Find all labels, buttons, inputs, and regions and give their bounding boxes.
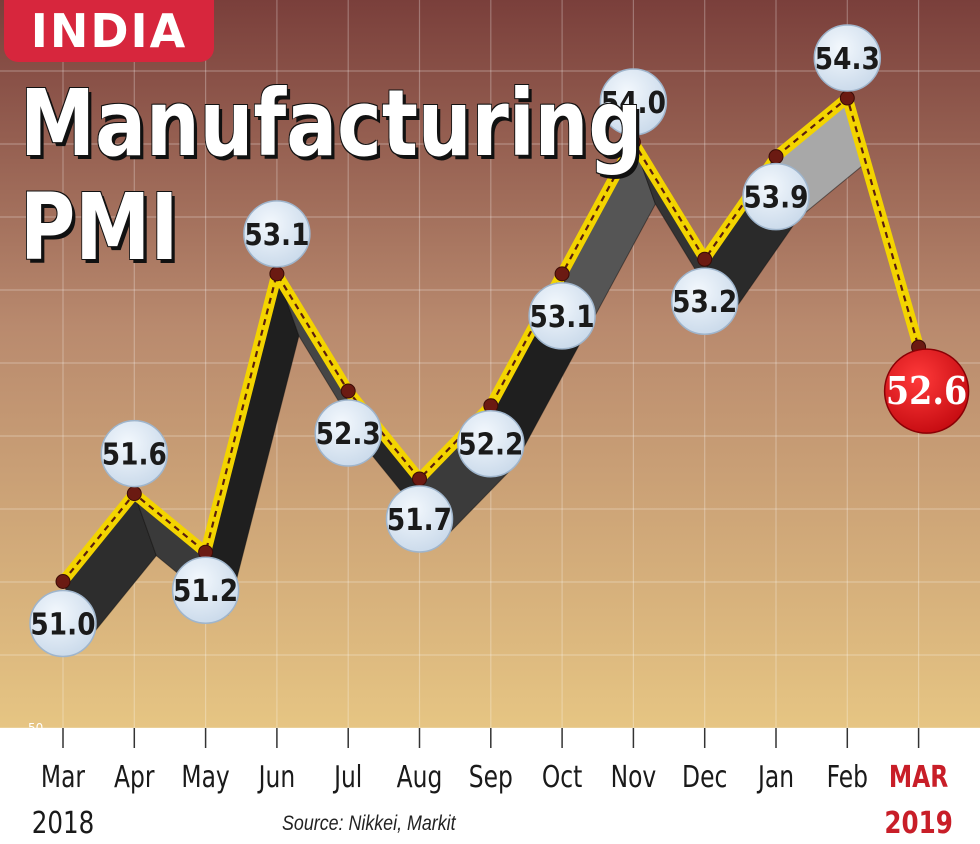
x-tick-label: Nov bbox=[611, 760, 657, 795]
x-tick-label: Aug bbox=[397, 760, 443, 795]
data-label: 51.7 bbox=[387, 502, 452, 537]
x-tick-label: Feb bbox=[827, 760, 868, 795]
x-tick-label: Oct bbox=[542, 760, 582, 795]
value-bubble bbox=[385, 485, 454, 553]
data-point bbox=[340, 383, 356, 399]
chart-title-line1: Manufacturing bbox=[20, 70, 643, 177]
data-label: 53.9 bbox=[743, 180, 808, 215]
data-point bbox=[126, 486, 142, 502]
data-point bbox=[554, 266, 570, 282]
data-label: 52.6 bbox=[886, 369, 967, 414]
data-label: 52.3 bbox=[316, 416, 381, 451]
data-label: 54.0 bbox=[601, 85, 666, 120]
data-label: 53.2 bbox=[672, 285, 737, 320]
value-bubble bbox=[670, 267, 739, 335]
data-points bbox=[55, 90, 927, 589]
chart-title-line2: PMI bbox=[20, 174, 179, 281]
value-bubble bbox=[171, 556, 240, 624]
value-bubble bbox=[813, 24, 882, 92]
data-label: 53.1 bbox=[530, 299, 595, 334]
data-label: 51.2 bbox=[173, 574, 238, 609]
x-tick-label: Mar bbox=[41, 760, 86, 795]
x-axis: Mar Apr May Jun Jul Aug Sep Oct Nov Dec Jan Feb MAR 2… bbox=[0, 721, 980, 844]
x-tick-label: Apr bbox=[114, 760, 155, 795]
x-tick-label: Jan bbox=[756, 760, 794, 795]
data-label: 51.6 bbox=[102, 437, 167, 472]
value-bubble bbox=[314, 399, 382, 467]
country-badge: INDIA bbox=[4, 0, 214, 62]
value-bubble bbox=[599, 68, 668, 136]
country-badge-label: INDIA bbox=[30, 4, 188, 58]
data-label: 52.2 bbox=[458, 427, 523, 462]
year-label-end: 2019 bbox=[884, 807, 952, 841]
value-bubble bbox=[528, 282, 596, 350]
data-point bbox=[412, 471, 427, 487]
data-point bbox=[839, 90, 855, 106]
value-bubble-highlight bbox=[883, 348, 970, 434]
year-label-start: 2018 bbox=[32, 807, 95, 841]
data-label: 54.3 bbox=[815, 41, 880, 76]
data-point bbox=[697, 251, 713, 267]
x-tick-label: Jul bbox=[332, 760, 362, 795]
x-tick-label: Jun bbox=[257, 760, 295, 795]
value-bubble bbox=[457, 409, 525, 478]
x-tick-label: Dec bbox=[682, 760, 727, 795]
value-bubble bbox=[100, 419, 169, 488]
x-tick-label: May bbox=[181, 760, 229, 795]
y-tick-label: 50 bbox=[28, 721, 43, 735]
x-tick-label: Sep bbox=[469, 760, 513, 795]
value-bubbles: 51.0 51.6 51.2 53.1 52.3 51.7 52.2 53.1 54.0 53.2… bbox=[29, 24, 970, 658]
data-point bbox=[55, 574, 71, 589]
value-bubble bbox=[742, 162, 810, 231]
x-tick-label: MAR bbox=[889, 760, 949, 795]
data-label: 51.0 bbox=[30, 607, 95, 642]
data-point bbox=[768, 149, 784, 165]
value-bubble bbox=[243, 200, 311, 268]
source-note: Source: Nikkei, Markit bbox=[282, 812, 456, 835]
value-bubble bbox=[29, 589, 97, 658]
data-point bbox=[269, 266, 285, 282]
data-label: 53.1 bbox=[244, 217, 309, 252]
axis-band bbox=[0, 728, 980, 844]
